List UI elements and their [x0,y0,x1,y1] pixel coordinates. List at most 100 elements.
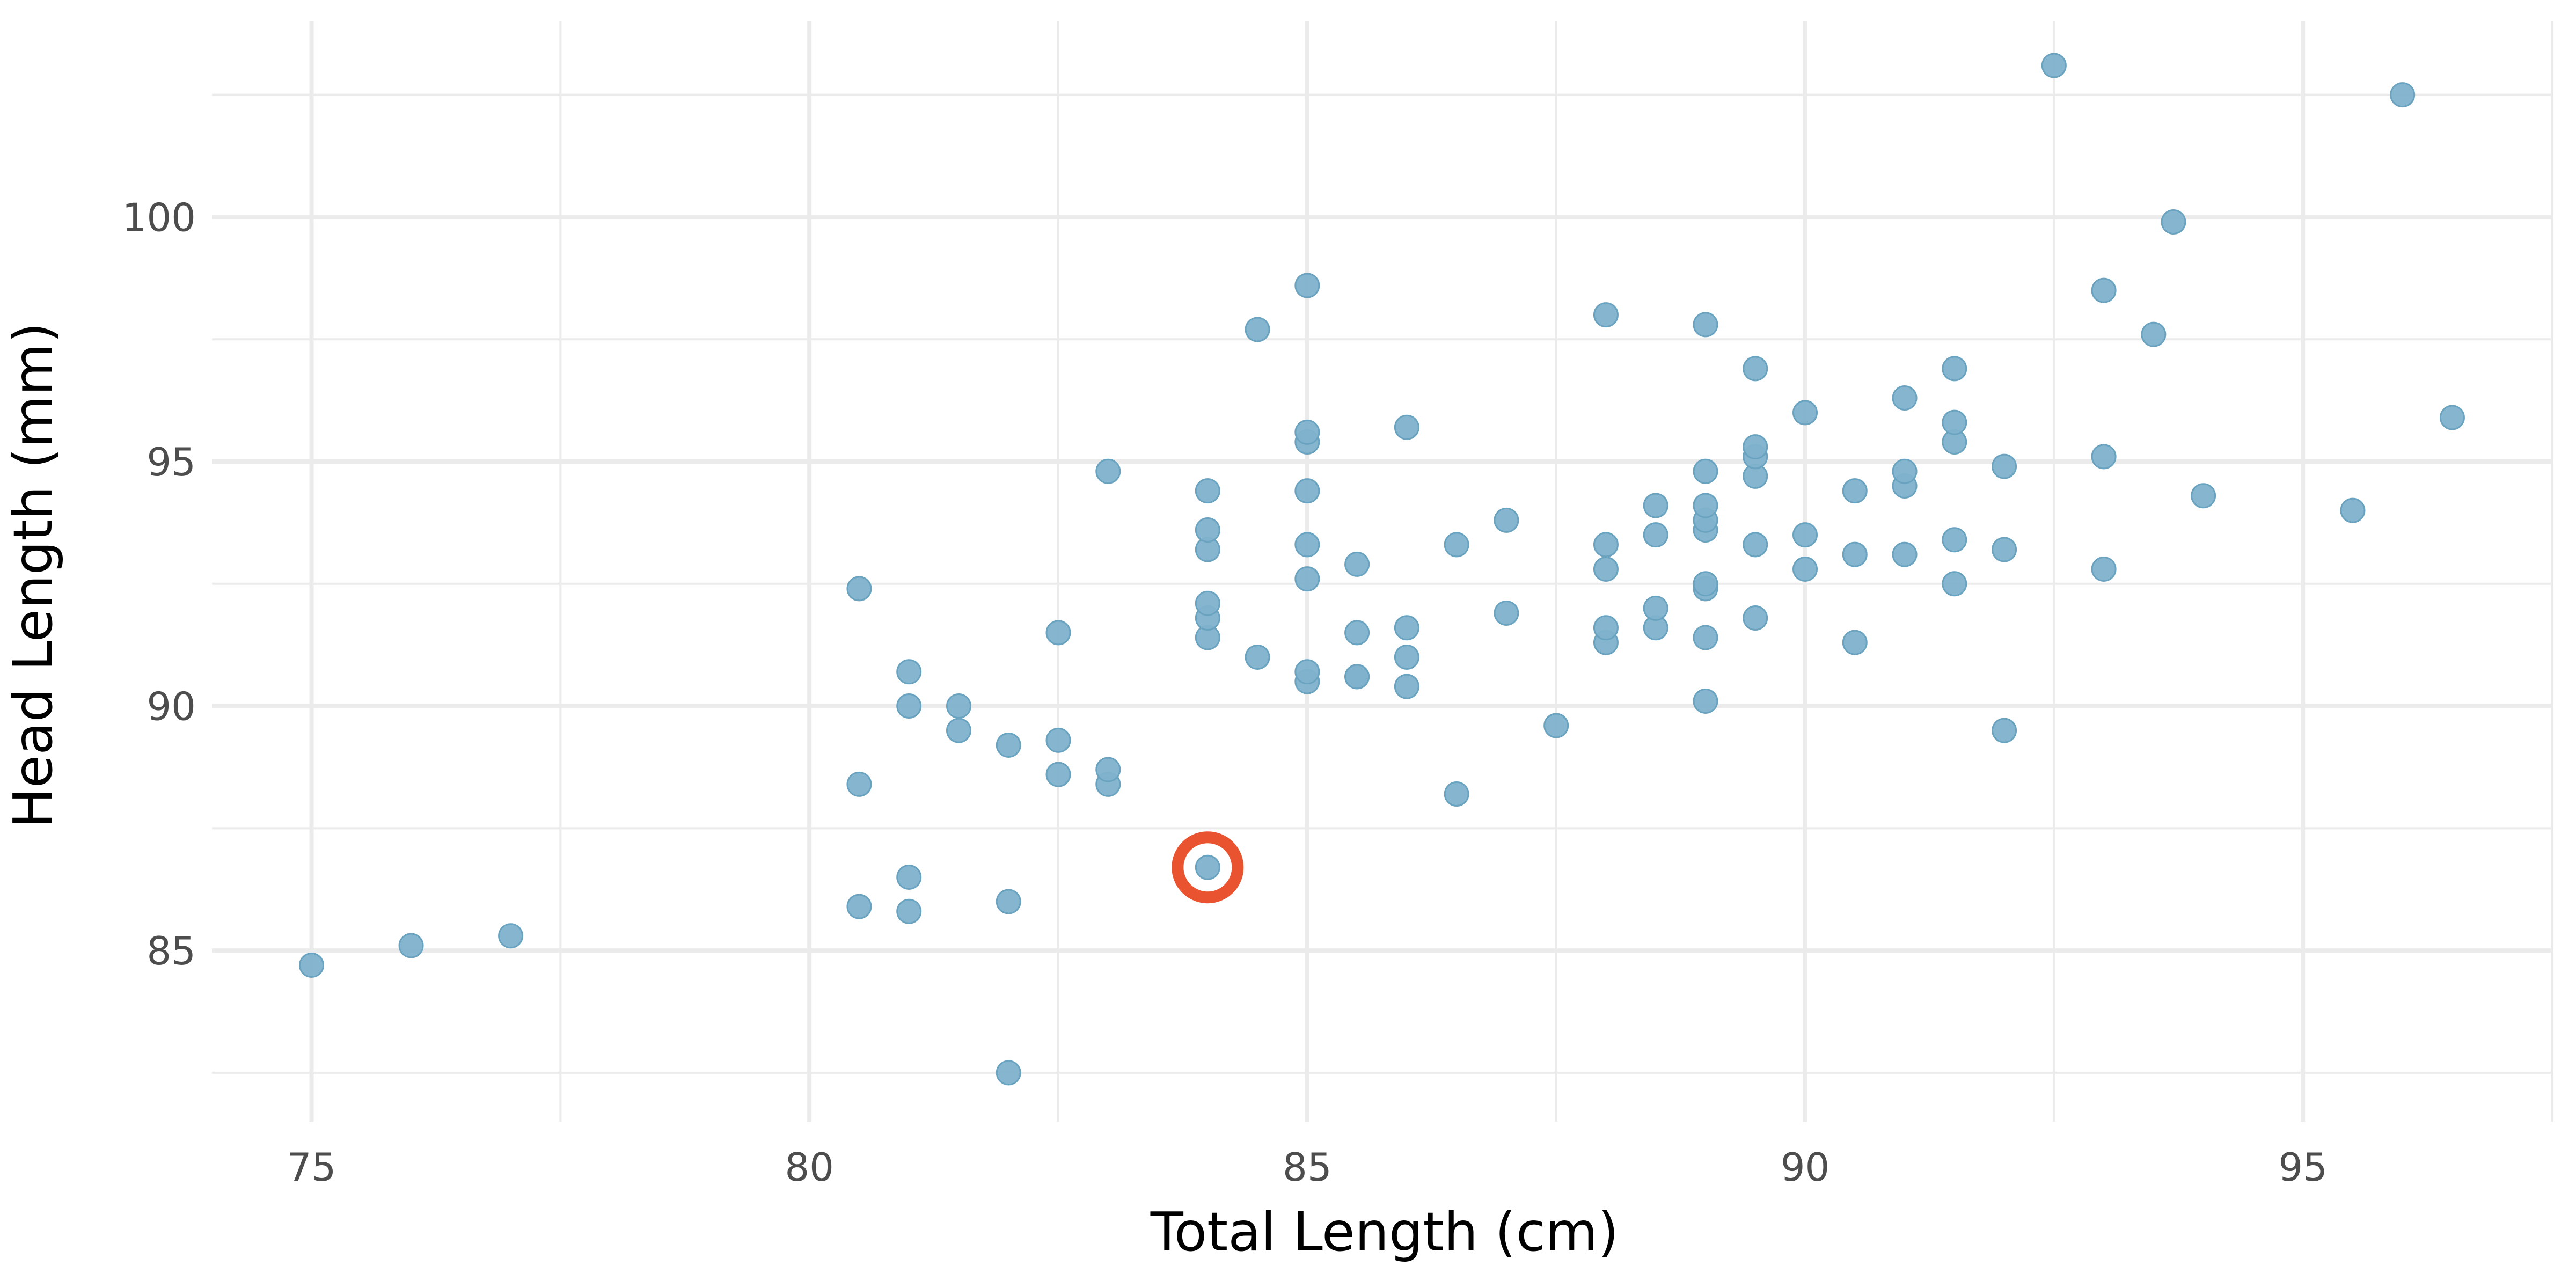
data-point [896,693,922,719]
data-point [896,898,922,924]
data-point [1195,854,1220,880]
data-point [896,659,922,685]
tick-labels: 75 80 85 90 95 85 90 95 100 [122,195,2328,1190]
data-point [1294,659,1320,685]
data-point [2439,405,2465,430]
data-point [2141,321,2167,347]
data-point [846,771,872,797]
grid-layer [212,21,2553,1122]
data-point [1892,541,1918,567]
data-point [1294,478,1320,504]
data-point [1294,566,1320,592]
data-point [2091,444,2117,470]
data-point [398,933,424,958]
data-point [1344,620,1370,646]
data-point [1892,385,1918,411]
data-point [2091,556,2117,582]
data-point [846,576,872,602]
data-point [1394,615,1419,641]
data-point [1693,625,1718,650]
x-tick-label: 95 [2278,1145,2328,1190]
data-point [299,952,325,978]
data-point [1494,507,1519,533]
data-point [1045,727,1071,753]
data-point [2161,209,2186,235]
data-point [1245,644,1270,670]
data-point [1195,478,1220,504]
data-point [996,732,1021,758]
data-point [1743,605,1768,631]
data-point [1643,493,1668,518]
data-point [1842,478,1868,504]
data-point [2091,277,2117,303]
data-point [1593,615,1619,641]
data-point [1444,781,1469,807]
x-tick-label: 75 [287,1145,336,1190]
x-tick-label: 80 [785,1145,834,1190]
data-point [1942,409,1967,435]
data-point [1942,527,1967,553]
data-point [1792,522,1818,548]
y-tick-label: 95 [147,440,196,485]
data-point [1294,273,1320,298]
y-tick-label: 90 [147,684,196,729]
data-point [1195,590,1220,616]
data-point [946,718,971,743]
y-tick-label: 100 [122,195,196,240]
data-point [1394,644,1419,670]
points-layer [299,53,2465,1086]
data-point [2340,497,2366,523]
data-point [1743,434,1768,460]
data-point [1095,757,1121,782]
data-point [1643,595,1668,621]
data-point [1593,532,1619,558]
data-point [1195,517,1220,543]
data-point [1444,532,1469,558]
data-point [1743,356,1768,382]
y-tick-label: 85 [147,928,196,974]
data-point [946,693,971,719]
data-point [1394,674,1419,699]
data-point [996,889,1021,914]
data-point [1045,762,1071,787]
data-point [1095,458,1121,484]
data-point [498,923,524,949]
data-point [1992,453,2017,479]
data-point [1693,493,1718,518]
x-axis-title: Total Length (cm) [1150,1201,1619,1263]
highlight-layer [1172,831,1244,904]
data-point [1643,522,1668,548]
x-tick-label: 90 [1781,1145,1830,1190]
data-point [1792,556,1818,582]
data-point [1992,718,2017,743]
data-point [1942,356,1967,382]
data-point [1792,400,1818,426]
highlighted-point-ring [1172,831,1244,904]
data-point [1693,571,1718,597]
data-point [1743,532,1768,558]
data-point [1842,630,1868,655]
data-point [1693,458,1718,484]
data-point [846,894,872,919]
data-point [1294,419,1320,445]
data-point [1294,532,1320,558]
data-point [1892,458,1918,484]
data-point [1394,414,1419,440]
x-tick-label: 85 [1283,1145,1332,1190]
data-point [1992,537,2017,562]
data-point [2390,82,2416,108]
data-point [1693,312,1718,338]
data-point [996,1060,1021,1086]
data-point [1942,571,1967,597]
data-point [1344,551,1370,577]
data-point [1494,600,1519,626]
data-point [1344,664,1370,690]
data-point [1842,541,1868,567]
data-point [1543,713,1569,738]
data-point [896,864,922,890]
data-point [1593,556,1619,582]
data-point [1693,688,1718,714]
y-axis-title: Head Length (mm) [2,323,64,829]
